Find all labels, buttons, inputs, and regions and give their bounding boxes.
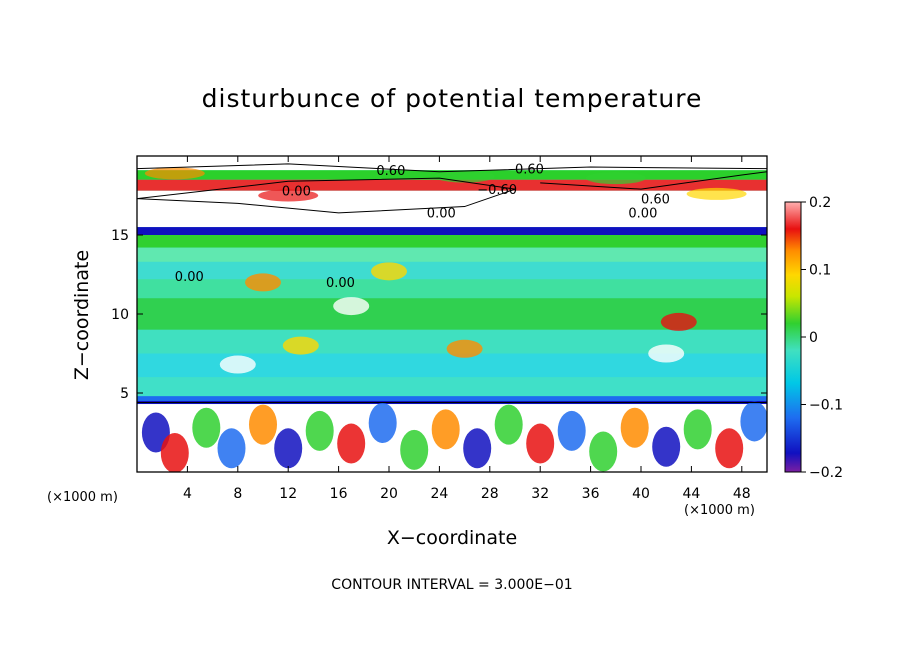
x-tick-label: 48	[733, 486, 751, 502]
field-patch	[446, 339, 483, 358]
field-patch	[371, 262, 407, 281]
field-patch	[557, 410, 586, 451]
field-patch	[494, 404, 523, 445]
field-patch	[589, 431, 618, 472]
x-tick-label: 32	[531, 486, 549, 502]
field-patch	[400, 429, 429, 470]
field-patch	[305, 410, 334, 451]
colorbar-tick-label: −0.1	[809, 398, 843, 414]
field-patch	[333, 297, 370, 316]
x-tick-label: 20	[380, 486, 398, 502]
colorbar-tick-label: 0.1	[809, 263, 831, 279]
x-unit-right: (×1000 m)	[684, 503, 755, 518]
field-band	[137, 247, 767, 262]
field-patch	[683, 409, 712, 450]
field-band	[137, 377, 767, 397]
field-patch	[337, 423, 366, 464]
field-band	[137, 279, 767, 299]
contour-label: 0.60	[376, 164, 405, 179]
contour-label: 0.60	[515, 162, 544, 177]
field-patch	[648, 344, 685, 363]
colorbar	[784, 201, 802, 473]
field-patch	[274, 428, 303, 469]
chart-title: disturbunce of potential temperature	[201, 84, 703, 113]
field-patch	[585, 172, 646, 185]
contour-label: 0.60	[641, 192, 670, 207]
colorbar-tick-label: 0.2	[809, 195, 831, 211]
x-tick-label: 24	[430, 486, 448, 502]
contour-interval-note: CONTOUR INTERVAL = 3.000E−01	[331, 577, 573, 593]
field-patch	[660, 312, 697, 331]
field-patch	[368, 403, 397, 444]
contour-label: 0.00	[282, 185, 311, 200]
x-axis-label: X−coordinate	[386, 527, 518, 549]
x-tick-label: 36	[582, 486, 600, 502]
y-tick-label: 5	[120, 386, 129, 402]
colorbar-tick-label: −0.2	[809, 465, 843, 481]
field-patch	[431, 409, 460, 450]
contour-line	[137, 177, 516, 214]
field-patch	[526, 423, 555, 464]
colorbar-ticks: 0.2 0.1 0 −0.1 −0.2	[801, 195, 843, 481]
field-patch	[740, 401, 767, 442]
contour-label: 0.00	[175, 270, 204, 285]
x-axis: 4 8 12 16 20 24 28 32 36 40 44 48	[183, 156, 751, 502]
contour-label: 0.00	[427, 207, 456, 222]
field-patch	[620, 407, 649, 448]
colorbar-tick-label: 0	[809, 330, 818, 346]
field-band	[137, 227, 767, 235]
field-patch	[715, 428, 744, 469]
x-tick-label: 4	[183, 486, 192, 502]
heatmap-field: 0.600.00 −0.600.600.000.600.000.00 0.00	[137, 156, 767, 472]
contour-label: 0.00	[628, 207, 657, 222]
field-band	[137, 396, 767, 401]
y-tick-label: 10	[111, 307, 129, 323]
field-band	[137, 353, 767, 378]
x-tick-label: 12	[279, 486, 297, 502]
y-tick-label: 15	[111, 228, 129, 244]
field-patch	[282, 336, 319, 355]
field-band	[137, 190, 767, 228]
field-patch	[192, 407, 221, 448]
field-patch	[463, 428, 492, 469]
x-unit-left: (×1000 m)	[47, 490, 118, 505]
field-band	[137, 261, 767, 280]
x-tick-label: 40	[632, 486, 650, 502]
contour-label: −0.60	[477, 183, 517, 198]
x-tick-label: 44	[682, 486, 700, 502]
field-band	[137, 179, 767, 191]
field-patch	[686, 187, 747, 200]
contour-line	[137, 163, 767, 173]
contour-label: 0.00	[326, 276, 355, 291]
field-patch	[219, 355, 256, 374]
field-patch	[652, 426, 681, 467]
field-patch	[144, 167, 205, 180]
field-patch	[245, 273, 281, 292]
field-patch	[249, 404, 277, 445]
field-band	[137, 156, 767, 171]
field-patch	[160, 433, 189, 472]
y-axis: 5 10 15	[111, 228, 767, 402]
x-tick-label: 28	[481, 486, 499, 502]
x-tick-label: 16	[330, 486, 348, 502]
x-tick-label: 8	[233, 486, 242, 502]
field-patch	[217, 428, 246, 469]
y-axis-label: Z−coordinate	[71, 249, 93, 381]
contour-line	[540, 171, 767, 190]
field-patch	[141, 412, 170, 453]
field-band	[137, 235, 767, 248]
field-patch	[258, 189, 319, 202]
field-patch	[434, 170, 495, 183]
